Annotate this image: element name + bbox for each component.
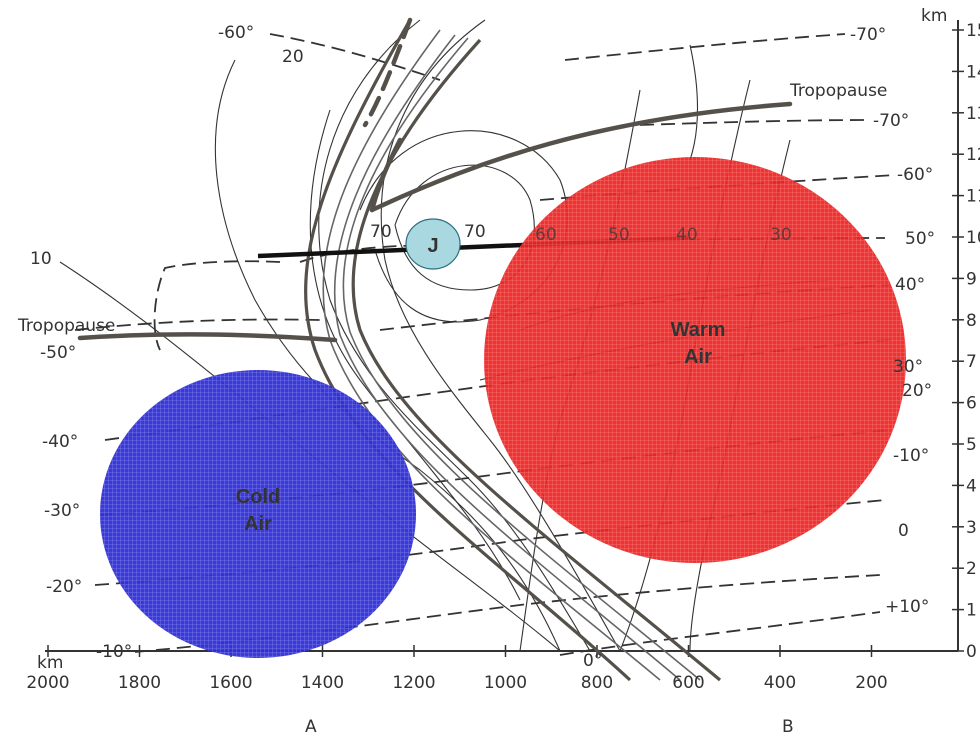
y-tick-label: 15 [966,21,980,41]
warm-air-mass [484,157,906,563]
warm-air-label-line1: Warm [671,319,726,341]
y-tick-label: 12 [966,145,980,165]
y-tick-label: 13 [966,104,980,124]
tropopause-left-line [77,332,338,343]
y-tick-label: 3 [966,518,977,538]
isotherm-label: 30° [893,357,923,377]
km-label-right: km [921,6,947,26]
isotherm-label: -70° [873,111,909,131]
x-tick-label: 1000 [484,673,527,693]
isotherm-label: 50° [905,229,935,249]
jet-stream-core [405,218,461,270]
y-tick-label: 2 [966,559,977,579]
y-tick-marks [952,29,964,652]
cold-air-mass [100,370,416,658]
isotherm-label: -70° [850,25,886,45]
isotach-label: 70 [370,222,392,242]
tropopause-fold [369,137,403,213]
x-tick-label: 800 [581,673,613,693]
isotherm-label: 40° [895,275,925,295]
x-tick-label: 1800 [118,673,161,693]
point-b-label: B [782,717,794,735]
warm-air-label-line2: Air [684,346,712,368]
isotherm-label: -40° [42,432,78,452]
isotach-label: 60 [535,225,557,245]
x-tick-label: 600 [672,673,704,693]
x-tick-label: 1200 [392,673,435,693]
y-tick-label: 5 [966,435,977,455]
x-tick-label: 1600 [209,673,252,693]
x-tick-label: 1400 [301,673,344,693]
isotherm-label: 0 [898,521,909,541]
isotherm-label: -60° [897,165,933,185]
isotach-label: 10 [30,249,52,269]
isotach-label: 20 [282,47,304,67]
isotherm-label: -10° [96,642,132,662]
isotach-label: 40 [676,225,698,245]
y-tick-label: 11 [966,187,980,207]
cold-air-label-line1: Cold [236,486,280,508]
point-a-label: A [305,717,317,735]
x-tick-labels: 2000 1800 1600 1400 1200 1000 800 600 400 200 [26,673,887,693]
y-tick-label: 1 [966,601,977,621]
y-tick-label: 0 [966,642,977,662]
x-tick-label: 2000 [26,673,69,693]
isotherm-label: -60° [218,23,254,43]
y-tick-labels: 0123456789101112131415 [966,21,980,662]
isotherm-label: 0° [583,651,602,671]
x-tick-label: 400 [764,673,796,693]
frontal-zone [304,17,722,682]
km-label-left: km [37,653,63,673]
tropopause-right-line [369,101,793,213]
isotherm-label: -10° [893,446,929,466]
y-tick-label: 14 [966,62,980,82]
y-tick-label: 4 [966,476,977,496]
y-tick-label: 9 [966,269,977,289]
isotherm-label: -20° [46,577,82,597]
isotherm-label: +10° [885,597,929,617]
isotach-label: 50 [608,225,630,245]
jet-label: J [427,235,438,257]
tropopause-left-label: Tropopause [17,316,115,336]
isotherm-label: 20° [902,381,932,401]
cold-air-label-line2: Air [244,513,272,535]
tropopause-right-label: Tropopause [789,81,887,101]
y-tick-label: 10 [966,228,980,248]
y-tick-label: 6 [966,394,977,414]
isotherm-label: -30° [44,501,80,521]
y-tick-label: 8 [966,311,977,331]
isotach-label: 70 [464,222,486,242]
isotach-label: 30 [770,225,792,245]
y-tick-label: 7 [966,352,977,372]
x-tick-label: 200 [855,673,887,693]
isotherm-label: -50° [40,343,76,363]
